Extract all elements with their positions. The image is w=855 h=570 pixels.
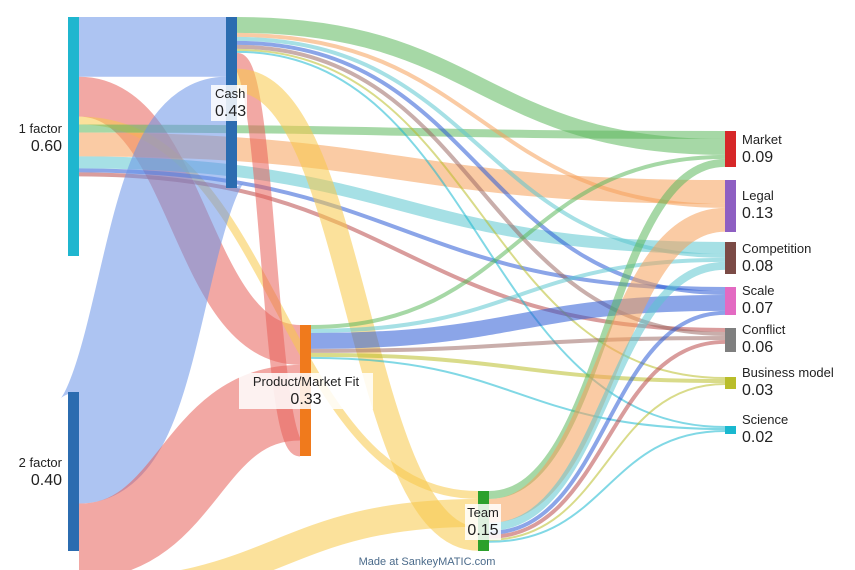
node-f1[interactable]	[68, 17, 79, 256]
flow-team-to-sci[interactable]	[488, 429, 726, 543]
flow-f2-to-pmf[interactable]	[76, 364, 303, 570]
label-name-f1: 1 factor	[19, 121, 63, 136]
flow-team-to-bm[interactable]	[488, 382, 726, 541]
flow-team-to-comp[interactable]	[488, 261, 726, 531]
label-halo-team	[465, 504, 501, 540]
label-value-f2: 0.40	[31, 472, 62, 489]
label-value-comp: 0.08	[742, 258, 773, 275]
label-value-bm: 0.03	[742, 382, 773, 399]
label-value-scale: 0.07	[742, 300, 773, 317]
label-name-f2: 2 factor	[19, 455, 63, 470]
label-value-cash: 0.43	[215, 103, 246, 120]
flow-cash-to-legal[interactable]	[236, 32, 726, 208]
label-name-legal: Legal	[742, 188, 774, 203]
flow-f2-to-cash[interactable]	[56, 76, 249, 504]
label-name-cash: Cash	[215, 86, 245, 101]
label-value-conf: 0.06	[742, 339, 773, 356]
flow-cash-to-comp[interactable]	[236, 36, 726, 258]
flow-pmf-to-scale[interactable]	[310, 294, 726, 349]
node-comp[interactable]	[725, 242, 736, 274]
node-conf[interactable]	[725, 328, 736, 352]
flow-team-to-legal[interactable]	[488, 207, 726, 523]
flow-f2-to-team[interactable]	[79, 498, 479, 570]
label-name-scale: Scale	[742, 283, 775, 298]
flow-pmf-to-bm[interactable]	[310, 352, 726, 383]
label-value-legal: 0.13	[742, 205, 773, 222]
credit-text[interactable]: Made at SankeyMATIC.com	[359, 556, 496, 568]
label-halo-pmf	[239, 373, 373, 409]
label-value-team: 0.15	[467, 522, 498, 539]
label-name-bm: Business model	[742, 365, 834, 380]
node-labels: 1 factor 0.60 2 factor 0.40 Cash 0.43 Product/…	[19, 85, 834, 540]
flow-links	[56, 16, 726, 570]
node-sci[interactable]	[725, 426, 736, 434]
label-name-sci: Science	[742, 412, 788, 427]
flow-team-to-conf[interactable]	[488, 339, 726, 539]
label-value-pmf: 0.33	[290, 391, 321, 408]
flow-team-to-market[interactable]	[488, 158, 726, 499]
flow-team-to-scale[interactable]	[488, 310, 726, 535]
label-value-f1: 0.60	[31, 138, 62, 155]
flow-pmf-to-conf[interactable]	[310, 335, 726, 353]
node-market[interactable]	[725, 131, 736, 167]
label-name-market: Market	[742, 132, 782, 147]
flow-cash-to-sci[interactable]	[236, 50, 726, 428]
flow-pmf-to-sci[interactable]	[310, 356, 726, 430]
label-halo-cash	[211, 85, 247, 121]
node-scale[interactable]	[725, 287, 736, 315]
node-bm[interactable]	[725, 377, 736, 389]
flow-cash-to-bm[interactable]	[236, 48, 726, 379]
label-name-pmf: Product/Market Fit	[253, 374, 360, 389]
label-name-conf: Conflict	[742, 322, 786, 337]
label-value-market: 0.09	[742, 149, 773, 166]
node-legal[interactable]	[725, 180, 736, 232]
flow-pmf-to-market[interactable]	[310, 154, 726, 329]
node-f2[interactable]	[68, 392, 79, 551]
flow-cash-to-team[interactable]	[235, 68, 480, 551]
flow-cash-to-market[interactable]	[236, 17, 726, 155]
label-value-sci: 0.02	[742, 429, 773, 446]
label-name-comp: Competition	[742, 241, 811, 256]
label-name-team: Team	[467, 505, 499, 520]
